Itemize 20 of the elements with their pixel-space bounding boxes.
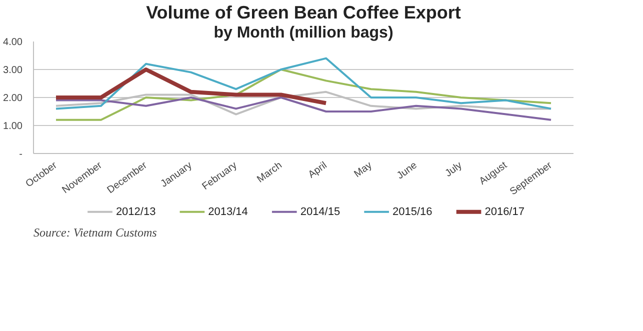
legend-label: 2016/17	[484, 206, 524, 218]
y-tick-label: 2.00	[3, 93, 23, 104]
x-tick-label: May	[352, 160, 374, 180]
legend-label: 2013/14	[208, 206, 248, 218]
y-tick-label: 1.00	[3, 121, 23, 132]
y-tick-label: 4.00	[3, 37, 23, 48]
line-series	[54, 68, 328, 106]
line-series	[55, 68, 552, 121]
line-series	[55, 57, 552, 110]
legend-label: 2015/16	[392, 206, 432, 218]
legend-label: 2012/13	[116, 206, 156, 218]
chart-subtitle: by Month (million bags)	[214, 24, 394, 42]
y-tick-label: -	[19, 149, 23, 160]
line-series	[55, 96, 552, 121]
x-tick-label: July	[443, 160, 464, 180]
x-tick-label: June	[395, 160, 420, 182]
legend-label: 2014/15	[300, 206, 340, 218]
source-note: Source: Vietnam Customs	[34, 226, 158, 240]
chart-title: Volume of Green Bean Coffee Export	[146, 2, 461, 22]
y-tick-label: 3.00	[3, 65, 23, 76]
